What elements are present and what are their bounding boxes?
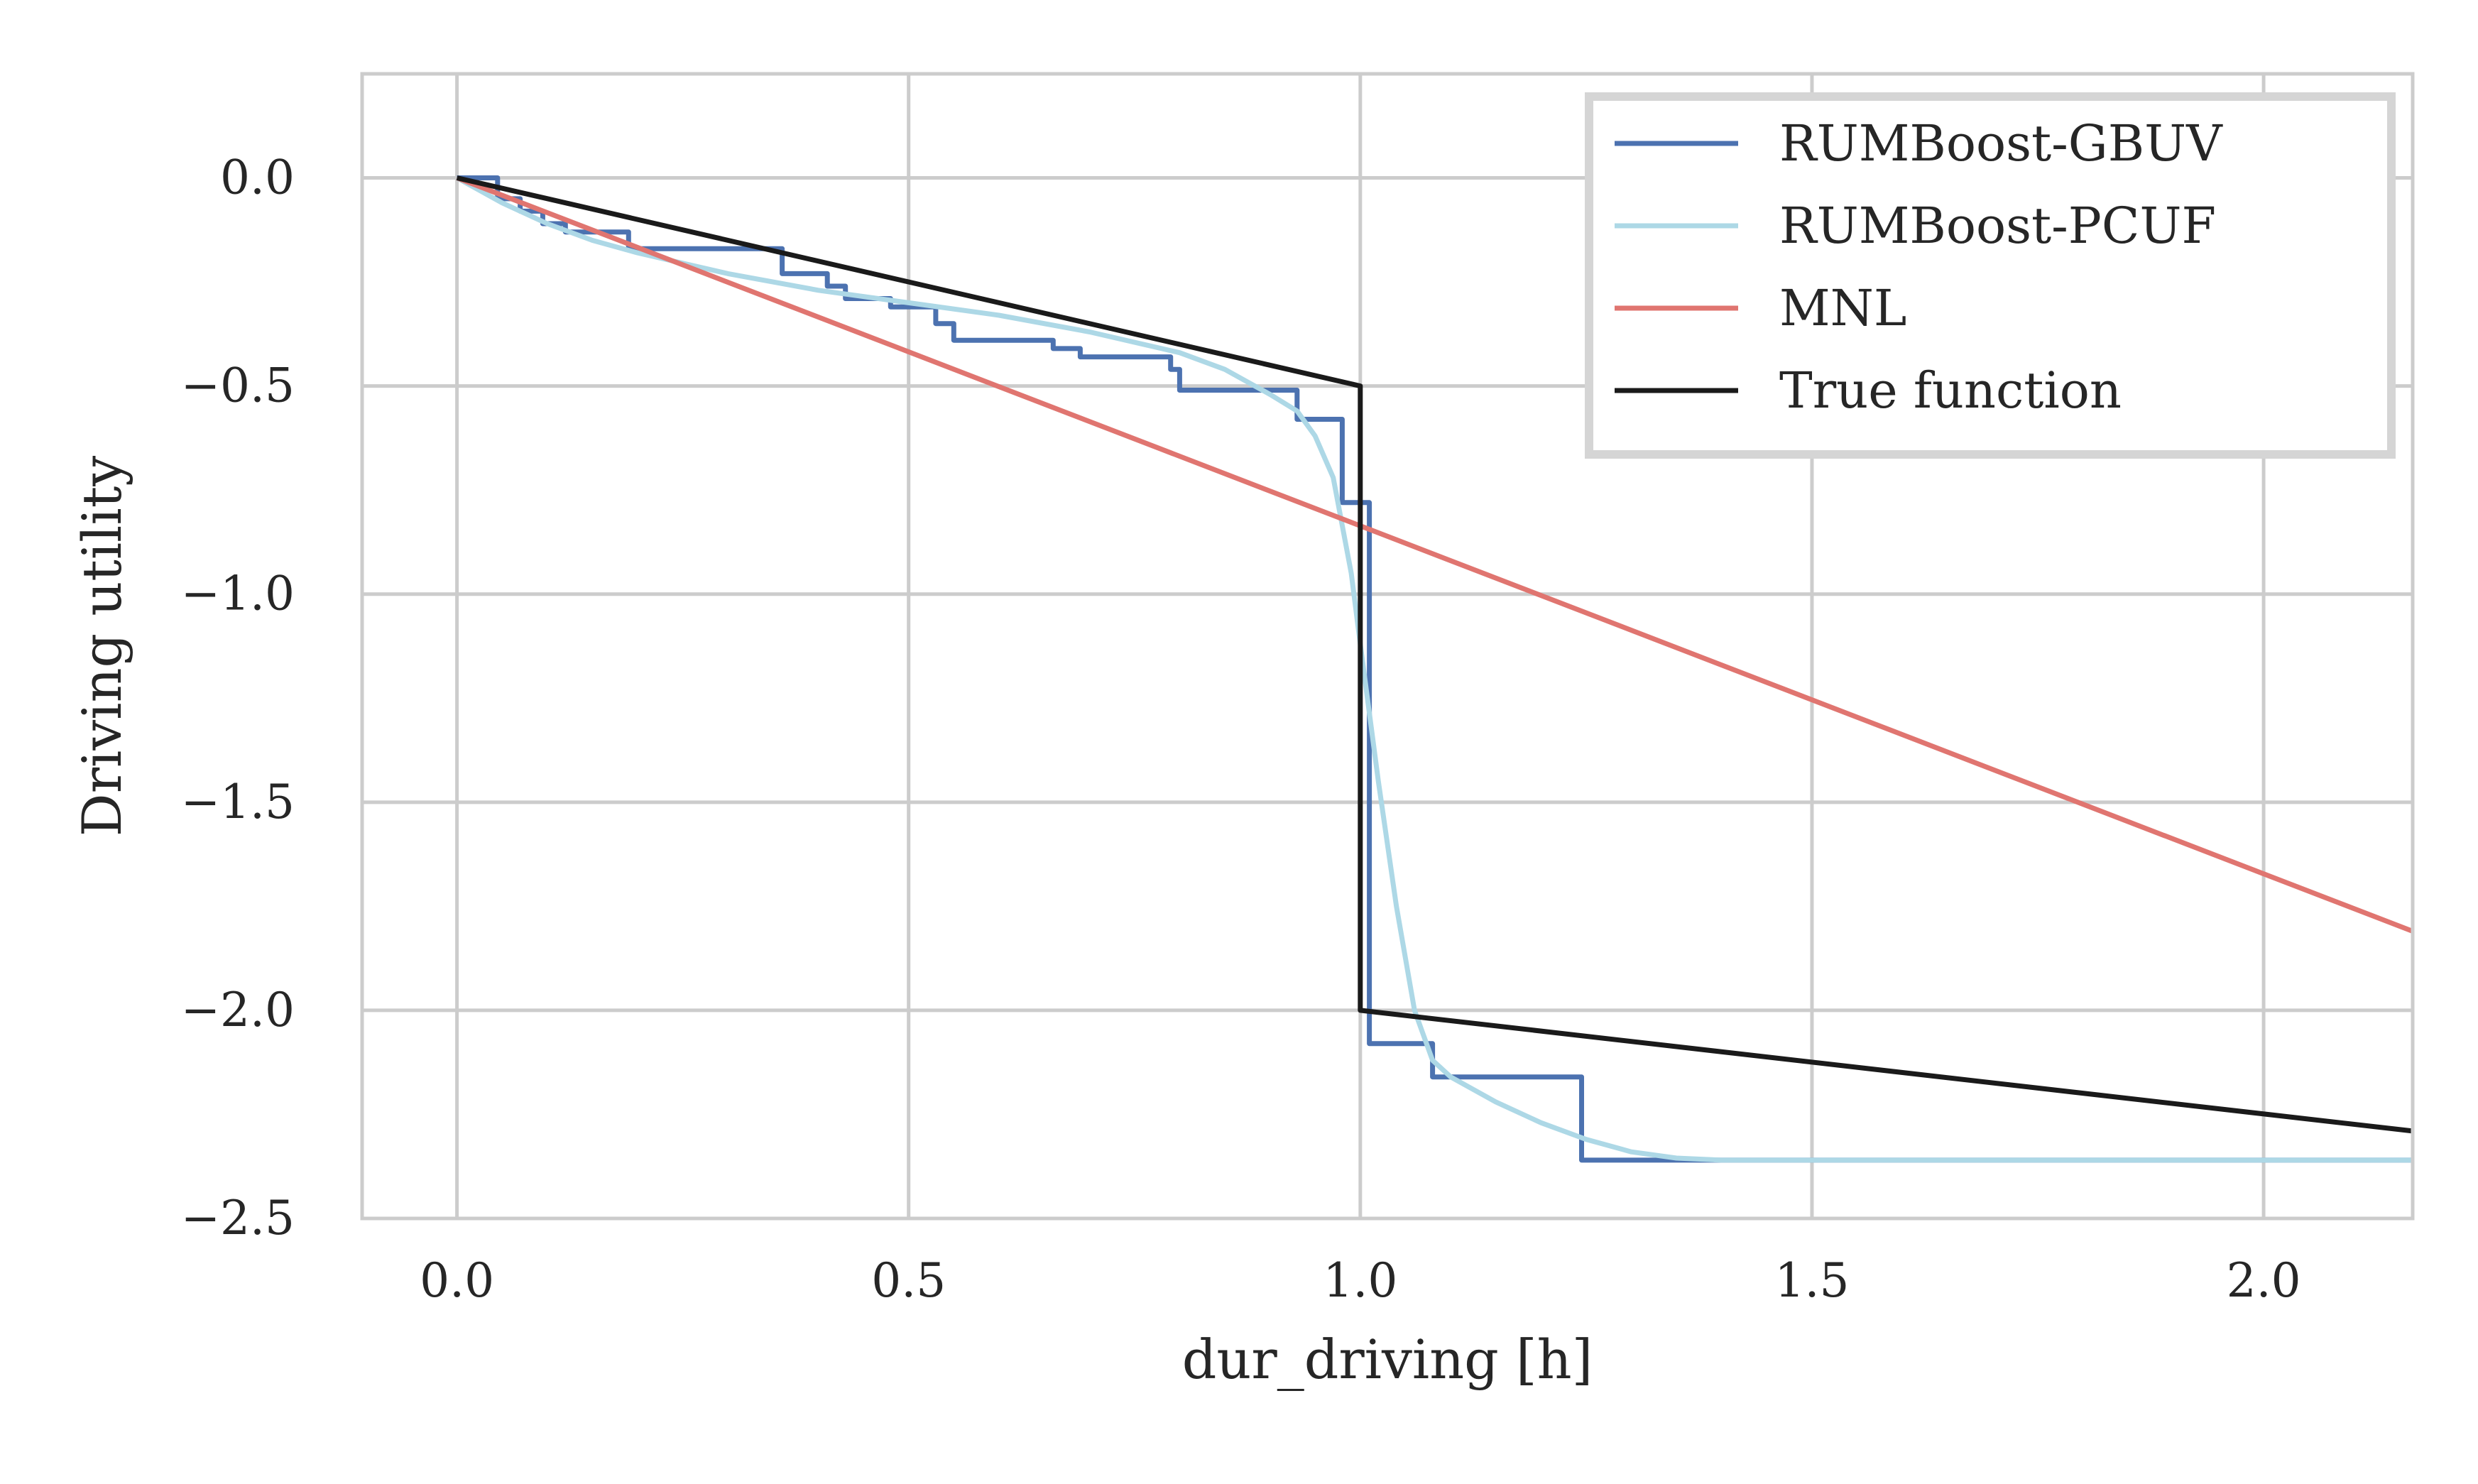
legend-box [1585, 92, 2396, 459]
y-tick-label: 0.0 [220, 151, 295, 205]
x-tick-label: 0.5 [871, 1253, 946, 1308]
y-tick-label: −1.0 [181, 567, 295, 621]
legend-entry: True function [1779, 361, 2122, 420]
y-tick-label: −1.5 [181, 775, 295, 829]
series-lines [455, 175, 2414, 1163]
x-tick-label: 2.0 [2227, 1253, 2301, 1308]
plot-frame [360, 72, 2415, 1221]
legend-entry: RUMBoost-PCUF [1779, 197, 2216, 255]
y-tick-label: −2.5 [181, 1191, 295, 1245]
x-tick-label: 1.0 [1323, 1253, 1397, 1308]
y-tick-label: −2.0 [181, 983, 295, 1037]
legend-entry: MNL [1779, 279, 1906, 337]
legend-entry: RUMBoost-GBUV [1779, 114, 2223, 173]
series-line-mnl [456, 175, 2414, 934]
series-line-rumboost-gbuv [457, 175, 2413, 1163]
series-line-true-function [456, 175, 2413, 1134]
x-axis-label: dur_driving [h] [1182, 1328, 1593, 1391]
x-tick-labels: 0.0 0.5 1.0 1.5 2.0 [420, 1253, 2300, 1308]
legend: RUMBoost-GBUV RUMBoost-PCUF MNL True functi… [1585, 92, 2396, 459]
y-tick-labels: 0.0 −0.5 −1.0 −1.5 −2.0 −2.5 [181, 151, 295, 1245]
x-tick-label: 1.5 [1774, 1253, 1849, 1308]
y-axis-label: Driving utility [70, 456, 133, 837]
series-line-rumboost-pcuf [455, 175, 2413, 1163]
x-tick-label: 0.0 [420, 1253, 494, 1308]
y-tick-label: −0.5 [181, 359, 295, 413]
